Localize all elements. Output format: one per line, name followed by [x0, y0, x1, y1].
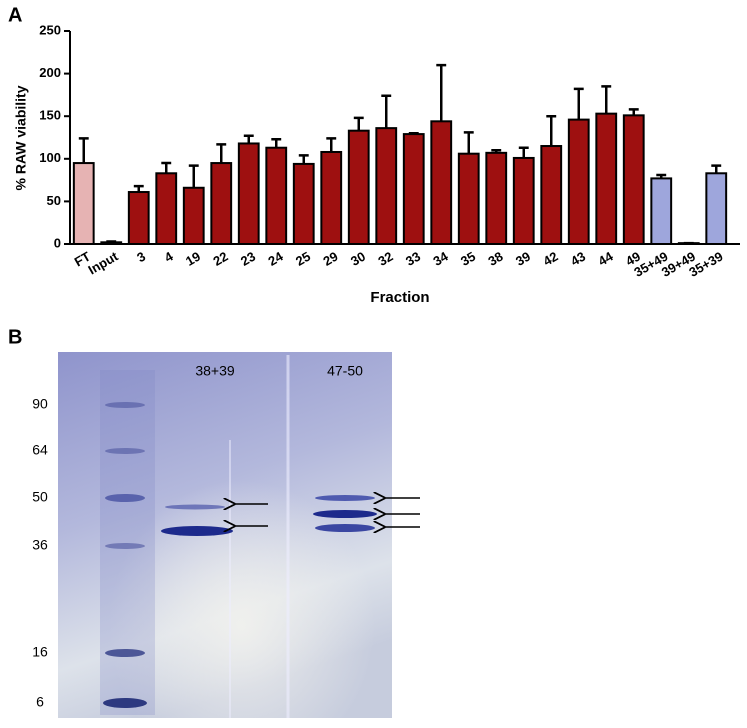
- lane-label: 47-50: [327, 363, 363, 379]
- bar: [265, 146, 288, 245]
- ladder-lane: [100, 370, 155, 715]
- marker-label: 90: [32, 396, 48, 412]
- x-tick-label: 3: [134, 249, 148, 266]
- protein-band: [161, 526, 233, 536]
- marker-label: 6: [36, 694, 44, 710]
- x-tick-label: Input: [85, 248, 121, 277]
- marker-label: 50: [32, 489, 48, 505]
- gel-glow: [58, 352, 392, 718]
- marker-label: 36: [32, 537, 48, 553]
- ladder-band: [105, 494, 145, 502]
- error-bar: [381, 94, 392, 129]
- bar: [292, 162, 315, 245]
- error-bar: [573, 87, 584, 120]
- y-tick-label: 200: [39, 65, 61, 80]
- bar: [182, 186, 205, 246]
- x-tick-label: 49: [623, 249, 643, 269]
- y-axis-label: % RAW viability: [13, 85, 29, 190]
- bar: [485, 151, 508, 245]
- ladder-band: [105, 649, 145, 657]
- x-tick-label: 29: [320, 249, 340, 269]
- bar: [677, 242, 700, 245]
- x-tick-label: 4: [162, 248, 176, 265]
- panel-label: B: [8, 326, 22, 348]
- error-bar: [78, 137, 89, 164]
- bar: [430, 120, 453, 245]
- bar: [595, 112, 618, 245]
- bar: [237, 142, 260, 246]
- bar: [512, 156, 535, 245]
- x-tick-label: 32: [375, 249, 395, 269]
- protein-band: [315, 495, 375, 501]
- x-tick-label: 25: [293, 249, 313, 269]
- error-bar: [711, 164, 722, 174]
- y-tick-label: 250: [39, 22, 61, 37]
- gel-image: 38+39 47-50: [58, 352, 420, 718]
- bar: [72, 162, 95, 245]
- protein-band: [313, 510, 377, 518]
- y-tick-label: 50: [47, 193, 61, 208]
- x-tick-label: 44: [595, 248, 616, 269]
- bar: [622, 114, 645, 245]
- y-tick-label: 0: [54, 235, 61, 250]
- bar: [540, 145, 563, 246]
- x-tick-label: 33: [403, 249, 423, 269]
- ladder-band: [103, 698, 147, 708]
- bar: [347, 129, 370, 246]
- bar: [375, 127, 398, 246]
- marker-label: 64: [32, 442, 48, 458]
- error-bar: [463, 131, 474, 154]
- error-bar: [188, 164, 199, 188]
- panel-label: A: [8, 4, 22, 26]
- bar: [320, 150, 343, 245]
- bar: [127, 191, 150, 245]
- error-bar: [326, 137, 337, 152]
- marker-label: 16: [32, 644, 48, 660]
- x-tick-label: 22: [210, 249, 230, 269]
- y-tick-label: 100: [39, 150, 61, 165]
- x-tick-label: 39: [513, 249, 533, 269]
- lane-label: 38+39: [195, 363, 235, 379]
- protein-band: [165, 504, 225, 510]
- bar: [567, 118, 590, 245]
- x-tick-label: 19: [183, 249, 203, 269]
- bar: [155, 172, 178, 245]
- ladder-band: [105, 402, 145, 408]
- x-tick-label: FT: [72, 249, 93, 270]
- x-axis-label: Fraction: [370, 289, 429, 306]
- error-bar: [546, 114, 557, 147]
- x-tick-label: 35: [458, 249, 478, 269]
- error-bar: [298, 154, 309, 164]
- x-tick-label: 24: [265, 248, 286, 269]
- error-bar: [271, 137, 282, 148]
- error-bar: [243, 134, 254, 144]
- protein-band: [315, 524, 375, 532]
- x-tick-label: 43: [568, 249, 588, 269]
- x-tick-label: 34: [430, 248, 451, 269]
- x-tick-label: 38: [485, 249, 505, 269]
- bar: [100, 241, 123, 246]
- error-bar: [161, 161, 172, 174]
- bar: [705, 172, 728, 245]
- error-bar: [518, 146, 529, 158]
- ladder-band: [105, 543, 145, 549]
- ladder-band: [105, 448, 145, 454]
- bar: [210, 162, 233, 245]
- x-tick-label: 23: [238, 249, 258, 269]
- x-tick-label: 42: [540, 249, 560, 269]
- error-bar: [601, 85, 612, 114]
- bar: [650, 177, 673, 245]
- bar: [457, 152, 480, 245]
- error-bar: [436, 63, 447, 122]
- bar: [402, 133, 425, 245]
- x-tick-label: 30: [348, 249, 368, 269]
- error-bar: [353, 116, 364, 131]
- y-tick-label: 150: [39, 108, 61, 123]
- error-bar: [216, 143, 227, 164]
